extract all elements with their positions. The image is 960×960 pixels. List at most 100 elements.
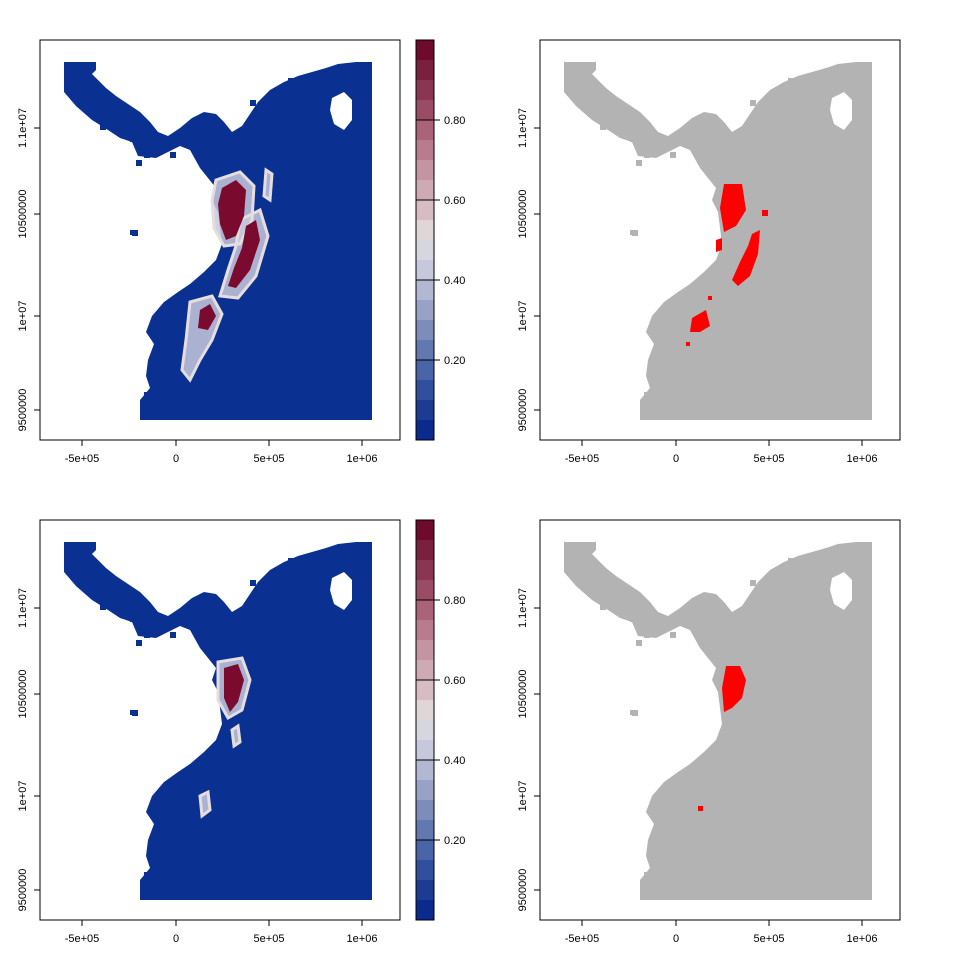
- plot-frame: [39, 39, 401, 441]
- legend-swatch: [416, 160, 434, 181]
- legend-swatch: [416, 360, 434, 381]
- suitability-edge: [262, 167, 274, 203]
- x-tick-label: 1e+06: [347, 933, 378, 945]
- x-tick-label: 1e+06: [847, 453, 878, 465]
- legend-tick-label: 0.40: [444, 275, 465, 287]
- legend-swatch: [416, 40, 434, 61]
- legend-swatch: [416, 700, 434, 721]
- presence-area: [708, 296, 712, 300]
- suitability-hotspot: [224, 664, 244, 712]
- plot-frame: [39, 519, 401, 921]
- legend-swatch: [416, 520, 434, 541]
- y-tick-label: 1e+07: [517, 301, 529, 332]
- legend-swatch: [416, 240, 434, 261]
- legend-swatch: [416, 100, 434, 121]
- legend-swatch: [416, 320, 434, 341]
- legend-swatch: [416, 380, 434, 401]
- legend-swatch: [416, 740, 434, 761]
- suitability-edge: [198, 789, 212, 819]
- plot-frame: [539, 519, 901, 921]
- legend-swatch: [416, 900, 434, 921]
- legend-swatch: [416, 840, 434, 861]
- legend-swatch: [416, 780, 434, 801]
- legend-tick-label: 0.20: [444, 835, 465, 847]
- legend-swatch: [416, 860, 434, 881]
- legend-tick-label: 0.80: [444, 595, 465, 607]
- legend-swatch: [416, 600, 434, 621]
- y-tick-label: 1e+07: [17, 781, 29, 812]
- suitability-hotspot: [218, 180, 246, 240]
- legend-swatch: [416, 180, 434, 201]
- panel-bottom-left: -5e+05 0 5e+05 1e+06 9500000 1e+07 10500000 1.1…: [17, 519, 465, 945]
- presence-area: [698, 806, 703, 811]
- land-pixel: [630, 230, 635, 235]
- x-tick-label: 0: [673, 933, 679, 945]
- legend-tick-label: 0.20: [444, 355, 465, 367]
- legend-colorbar: 0.20 0.40 0.60 0.80: [415, 519, 465, 921]
- land-pixel: [130, 710, 135, 715]
- legend-swatch: [416, 60, 434, 81]
- suitability-edge: [216, 656, 252, 721]
- presence-area: [716, 238, 722, 252]
- plot-frame: [539, 39, 901, 441]
- x-tick-label: 5e+05: [754, 453, 785, 465]
- legend-swatch: [416, 620, 434, 641]
- x-tick-label: 0: [173, 453, 179, 465]
- legend-swatch: [416, 280, 434, 301]
- legend-swatch: [416, 820, 434, 841]
- legend-swatch: [416, 80, 434, 101]
- y-tick-label: 10500000: [517, 190, 529, 239]
- suitability-edge: [180, 294, 224, 383]
- y-tick-label: 1.1e+07: [517, 108, 529, 148]
- legend-tick-label: 0.60: [444, 675, 465, 687]
- legend-frame: [415, 39, 435, 441]
- legend-swatch: [416, 260, 434, 281]
- panel-top-right: -5e+05 0 5e+05 1e+06 9500000 1e+07 10500000 1.1…: [517, 39, 901, 465]
- x-tick-label: 1e+06: [347, 453, 378, 465]
- legend-swatch: [416, 580, 434, 601]
- legend-swatch: [416, 540, 434, 561]
- legend-tick-label: 0.60: [444, 195, 465, 207]
- legend-frame: [415, 519, 435, 921]
- panel-bottom-right: -5e+05 0 5e+05 1e+06 9500000 1e+07 10500000 1.1…: [517, 519, 901, 945]
- y-tick-label: 9500000: [17, 869, 29, 912]
- y-tick-label: 9500000: [517, 389, 529, 432]
- x-tick-label: 0: [673, 453, 679, 465]
- land-pixel: [630, 710, 635, 715]
- presence-area: [720, 184, 746, 232]
- x-tick-label: -5e+05: [65, 453, 100, 465]
- legend-swatch: [416, 300, 434, 321]
- suitability-hotspot: [198, 304, 216, 330]
- legend-swatch: [416, 120, 434, 141]
- legend-swatch: [416, 800, 434, 821]
- legend-swatch: [416, 720, 434, 741]
- y-tick-label: 1.1e+07: [17, 588, 29, 628]
- legend-swatch: [416, 140, 434, 161]
- presence-area: [732, 230, 760, 286]
- legend-swatch: [416, 880, 434, 901]
- land-area: [564, 542, 872, 900]
- land-area: [64, 62, 372, 420]
- legend-swatch: [416, 660, 434, 681]
- y-tick-label: 1.1e+07: [17, 108, 29, 148]
- suitability-edge: [230, 723, 242, 749]
- y-tick-label: 10500000: [517, 670, 529, 719]
- presence-area: [722, 666, 746, 712]
- y-tick-label: 9500000: [17, 389, 29, 432]
- y-tick-label: 1e+07: [517, 781, 529, 812]
- legend-swatch: [416, 560, 434, 581]
- land-area: [64, 542, 372, 900]
- land-pixel: [130, 230, 135, 235]
- panel-top-left: -5e+05 0 5e+05 1e+06 9500000 1e+07 10500000 1.1…: [17, 39, 465, 465]
- x-tick-label: 0: [173, 933, 179, 945]
- legend-swatch: [416, 760, 434, 781]
- presence-area: [690, 310, 710, 332]
- legend-tick-label: 0.80: [444, 115, 465, 127]
- x-tick-label: 5e+05: [754, 933, 785, 945]
- legend-swatch: [416, 640, 434, 661]
- legend-tick-label: 0.40: [444, 755, 465, 767]
- x-tick-label: -5e+05: [65, 933, 100, 945]
- legend-swatch: [416, 420, 434, 441]
- x-tick-label: 5e+05: [254, 933, 285, 945]
